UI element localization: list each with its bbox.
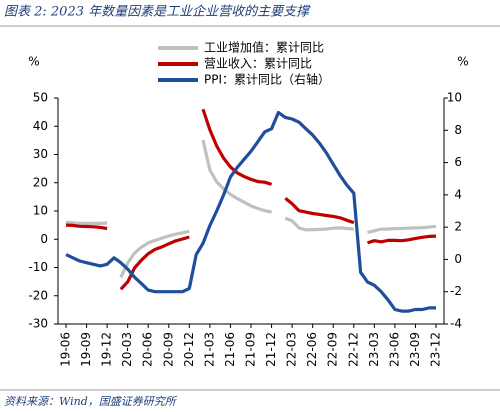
x-tick-label: 23-06 [387,332,401,367]
x-tick-label: 23-03 [367,332,381,367]
y-tick-label: 10 [33,204,48,218]
series-line [65,139,437,279]
y2-tick-label: 10 [447,91,462,105]
x-tick-label: 21-09 [244,332,258,367]
x-tick-label: 20-03 [120,332,134,367]
y2-tick-label: 4 [454,187,462,201]
y2-tick-label: -2 [450,284,462,298]
y2-tick-label: 6 [454,155,462,169]
x-tick-label: 19-09 [79,332,93,367]
x-tick-label: 20-06 [141,332,155,367]
y2-tick-label: 0 [454,252,462,266]
y-tick-label: -20 [28,288,48,302]
x-tick-label: 20-12 [182,332,196,367]
x-tick-label: 22-09 [326,332,340,367]
y-tick-label: -30 [28,317,48,331]
series-line [65,108,437,291]
chart-title: 图表 2: 2023 年数量因素是工业企业营收的主要支撑 [4,4,311,20]
x-tick-label: 22-03 [285,332,299,367]
y-tick-label: 50 [33,91,48,105]
x-tick-label: 21-06 [223,332,237,367]
x-tick-label: 21-12 [264,332,278,367]
y-tick-label: 0 [40,232,48,246]
x-tick-label: 23-09 [408,332,422,367]
source: 资料来源：Wind，国盛证券研究所 [4,395,178,408]
y-tick-label: 20 [33,175,48,189]
x-tick-label: 20-09 [161,332,175,367]
legend-label: 营业收入：累计同比 [204,57,312,71]
legend-label: PPI：累计同比（右轴） [204,72,330,87]
y-axis-label: % [28,55,39,69]
x-tick-label: 22-06 [305,332,319,367]
y2-tick-label: -4 [450,317,462,331]
x-tick-label: 22-12 [346,332,360,367]
legend-label: 工业增加值：累计同比 [204,40,324,55]
y2-axis-label: % [457,55,468,69]
y-tick-label: 30 [33,147,48,161]
y-tick-label: -10 [28,260,48,274]
x-tick-label: 19-06 [59,332,73,367]
x-tick-label: 21-03 [202,332,216,367]
y2-tick-label: 2 [454,220,462,234]
y2-tick-label: 8 [454,123,462,137]
x-tick-label: 19-12 [100,332,114,367]
y-tick-label: 40 [33,119,48,133]
x-tick-label: 23-12 [429,332,443,367]
series-line [65,110,436,313]
